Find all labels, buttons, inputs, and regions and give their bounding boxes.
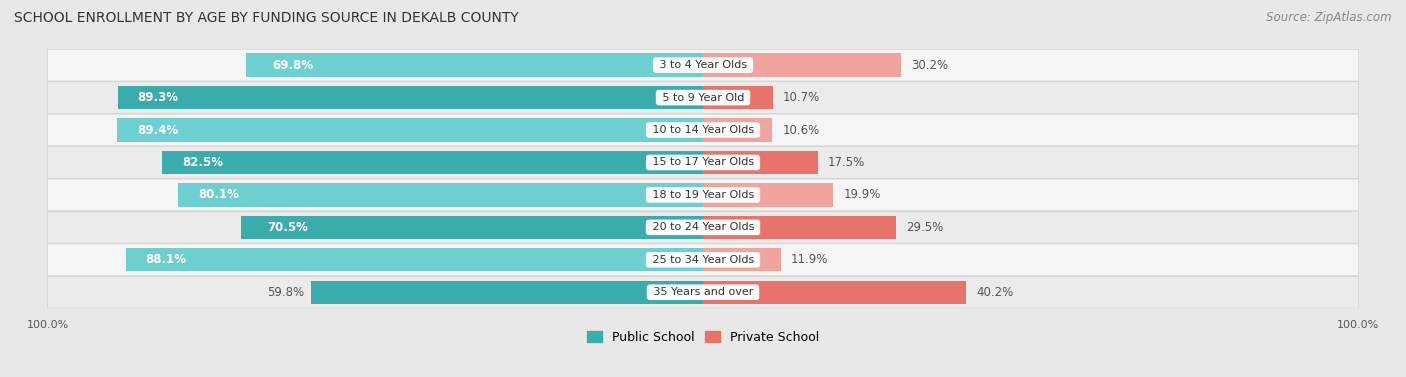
Bar [703, 118, 772, 142]
Bar [311, 280, 703, 304]
Text: 29.5%: 29.5% [905, 221, 943, 234]
FancyBboxPatch shape [48, 244, 1358, 276]
Bar [703, 151, 818, 174]
Text: 69.8%: 69.8% [271, 59, 314, 72]
Text: 30.2%: 30.2% [911, 59, 948, 72]
Bar [703, 183, 834, 207]
Text: 5 to 9 Year Old: 5 to 9 Year Old [658, 93, 748, 103]
Bar [703, 248, 780, 271]
Bar [703, 280, 966, 304]
Bar [125, 248, 703, 271]
Text: SCHOOL ENROLLMENT BY AGE BY FUNDING SOURCE IN DEKALB COUNTY: SCHOOL ENROLLMENT BY AGE BY FUNDING SOUR… [14, 11, 519, 25]
Text: 100.0%: 100.0% [1337, 320, 1379, 330]
Text: 18 to 19 Year Olds: 18 to 19 Year Olds [648, 190, 758, 200]
Bar [703, 86, 773, 109]
Text: 89.4%: 89.4% [136, 124, 179, 136]
Legend: Public School, Private School: Public School, Private School [582, 326, 824, 349]
Text: 20 to 24 Year Olds: 20 to 24 Year Olds [648, 222, 758, 232]
Bar [117, 118, 703, 142]
Text: 10 to 14 Year Olds: 10 to 14 Year Olds [648, 125, 758, 135]
Text: 19.9%: 19.9% [844, 188, 880, 201]
Text: 3 to 4 Year Olds: 3 to 4 Year Olds [655, 60, 751, 70]
Text: 88.1%: 88.1% [145, 253, 187, 266]
Text: 89.3%: 89.3% [138, 91, 179, 104]
Text: 100.0%: 100.0% [27, 320, 69, 330]
FancyBboxPatch shape [48, 147, 1358, 178]
Text: 11.9%: 11.9% [790, 253, 828, 266]
Text: 15 to 17 Year Olds: 15 to 17 Year Olds [648, 158, 758, 167]
Bar [179, 183, 703, 207]
Text: 10.6%: 10.6% [782, 124, 820, 136]
Text: 70.5%: 70.5% [267, 221, 308, 234]
FancyBboxPatch shape [48, 114, 1358, 146]
Text: 10.7%: 10.7% [783, 91, 820, 104]
Text: 82.5%: 82.5% [183, 156, 224, 169]
FancyBboxPatch shape [48, 179, 1358, 211]
FancyBboxPatch shape [48, 49, 1358, 81]
Text: 80.1%: 80.1% [198, 188, 239, 201]
Text: 59.8%: 59.8% [267, 286, 305, 299]
FancyBboxPatch shape [48, 276, 1358, 308]
Text: 17.5%: 17.5% [828, 156, 865, 169]
Bar [118, 86, 703, 109]
Text: 40.2%: 40.2% [976, 286, 1014, 299]
Bar [246, 54, 703, 77]
Bar [163, 151, 703, 174]
Text: Source: ZipAtlas.com: Source: ZipAtlas.com [1267, 11, 1392, 24]
Text: 25 to 34 Year Olds: 25 to 34 Year Olds [648, 255, 758, 265]
FancyBboxPatch shape [48, 82, 1358, 113]
Bar [703, 54, 901, 77]
Bar [703, 216, 896, 239]
Text: 35 Years and over: 35 Years and over [650, 287, 756, 297]
FancyBboxPatch shape [48, 211, 1358, 243]
Bar [240, 216, 703, 239]
